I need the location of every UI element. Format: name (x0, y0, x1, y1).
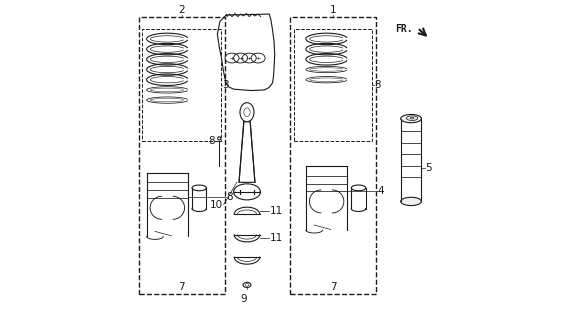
Text: 11: 11 (270, 233, 283, 243)
Text: FR.: FR. (395, 24, 412, 34)
Text: 8: 8 (226, 192, 233, 202)
Text: 2: 2 (179, 5, 185, 15)
Text: 8: 8 (208, 136, 215, 146)
Text: 10: 10 (210, 200, 223, 210)
Text: 11: 11 (270, 206, 283, 216)
Text: 7: 7 (329, 282, 336, 292)
Polygon shape (239, 122, 255, 182)
Bar (143, 29, 221, 141)
Ellipse shape (401, 197, 422, 205)
Ellipse shape (243, 282, 251, 287)
Text: 3: 3 (223, 80, 229, 90)
Text: 5: 5 (425, 163, 432, 173)
Text: 7: 7 (179, 282, 185, 292)
Text: 4: 4 (378, 186, 384, 196)
Text: 1: 1 (329, 5, 336, 15)
Ellipse shape (240, 103, 254, 122)
Text: 3: 3 (374, 80, 380, 90)
Bar (139, 17, 224, 294)
Text: 9: 9 (241, 294, 247, 304)
Ellipse shape (401, 115, 422, 123)
Bar (294, 29, 372, 141)
Ellipse shape (218, 137, 221, 140)
Bar (290, 17, 376, 294)
